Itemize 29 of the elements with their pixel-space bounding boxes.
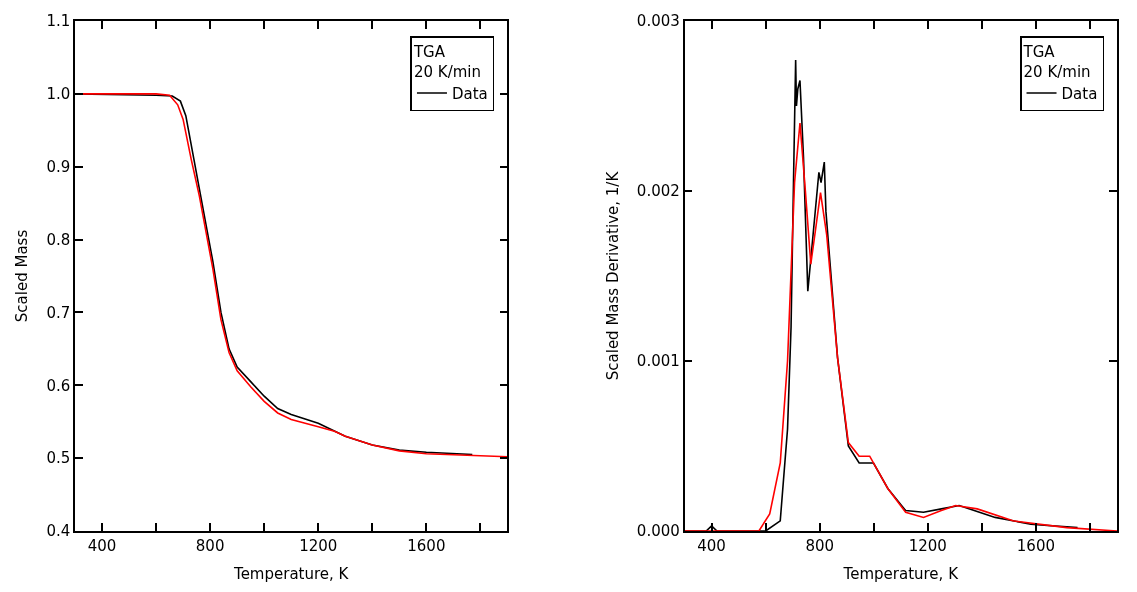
legend-title: TGA 20 K/min <box>1022 43 1091 81</box>
x-axis-title: Temperature, K <box>233 565 350 584</box>
y-tick-label: 0.9 <box>46 157 71 176</box>
x-tick-label: 1600 <box>1016 536 1056 555</box>
line-series <box>684 122 1117 531</box>
y-tick-label: 0.4 <box>46 522 71 541</box>
y-tick-label: 0.001 <box>636 352 680 371</box>
x-tick-label: 400 <box>697 536 726 555</box>
y-tick-label: 0.003 <box>636 12 680 31</box>
y-tick-label: 0.8 <box>46 230 71 249</box>
y-tick-label: 0.6 <box>46 376 71 395</box>
legend-label: Data <box>1061 84 1098 103</box>
y-tick-label: 0.7 <box>46 303 71 322</box>
x-tick-label: 1200 <box>908 536 947 555</box>
legend-title: TGA 20 K/min <box>412 43 481 81</box>
y-tick-label: 0.000 <box>636 522 680 541</box>
y-axis-title: Scaled Mass <box>13 229 32 323</box>
y-tick-label: 1.0 <box>46 85 71 104</box>
x-tick-label: 1600 <box>407 536 446 555</box>
y-tick-label: 0.002 <box>636 182 680 201</box>
x-tick-label: 800 <box>805 536 835 555</box>
x-tick-label: 800 <box>195 536 225 555</box>
x-axis-title: Temperature, K <box>842 565 960 584</box>
y-axis-title: Scaled Mass Derivative, 1/K <box>603 170 622 381</box>
legend-label: Data <box>451 84 488 103</box>
y-tick-label: 1.1 <box>46 12 71 31</box>
x-tick-label: 1200 <box>299 536 338 555</box>
x-tick-label: 400 <box>87 536 117 555</box>
y-tick-label: 0.5 <box>46 449 71 468</box>
